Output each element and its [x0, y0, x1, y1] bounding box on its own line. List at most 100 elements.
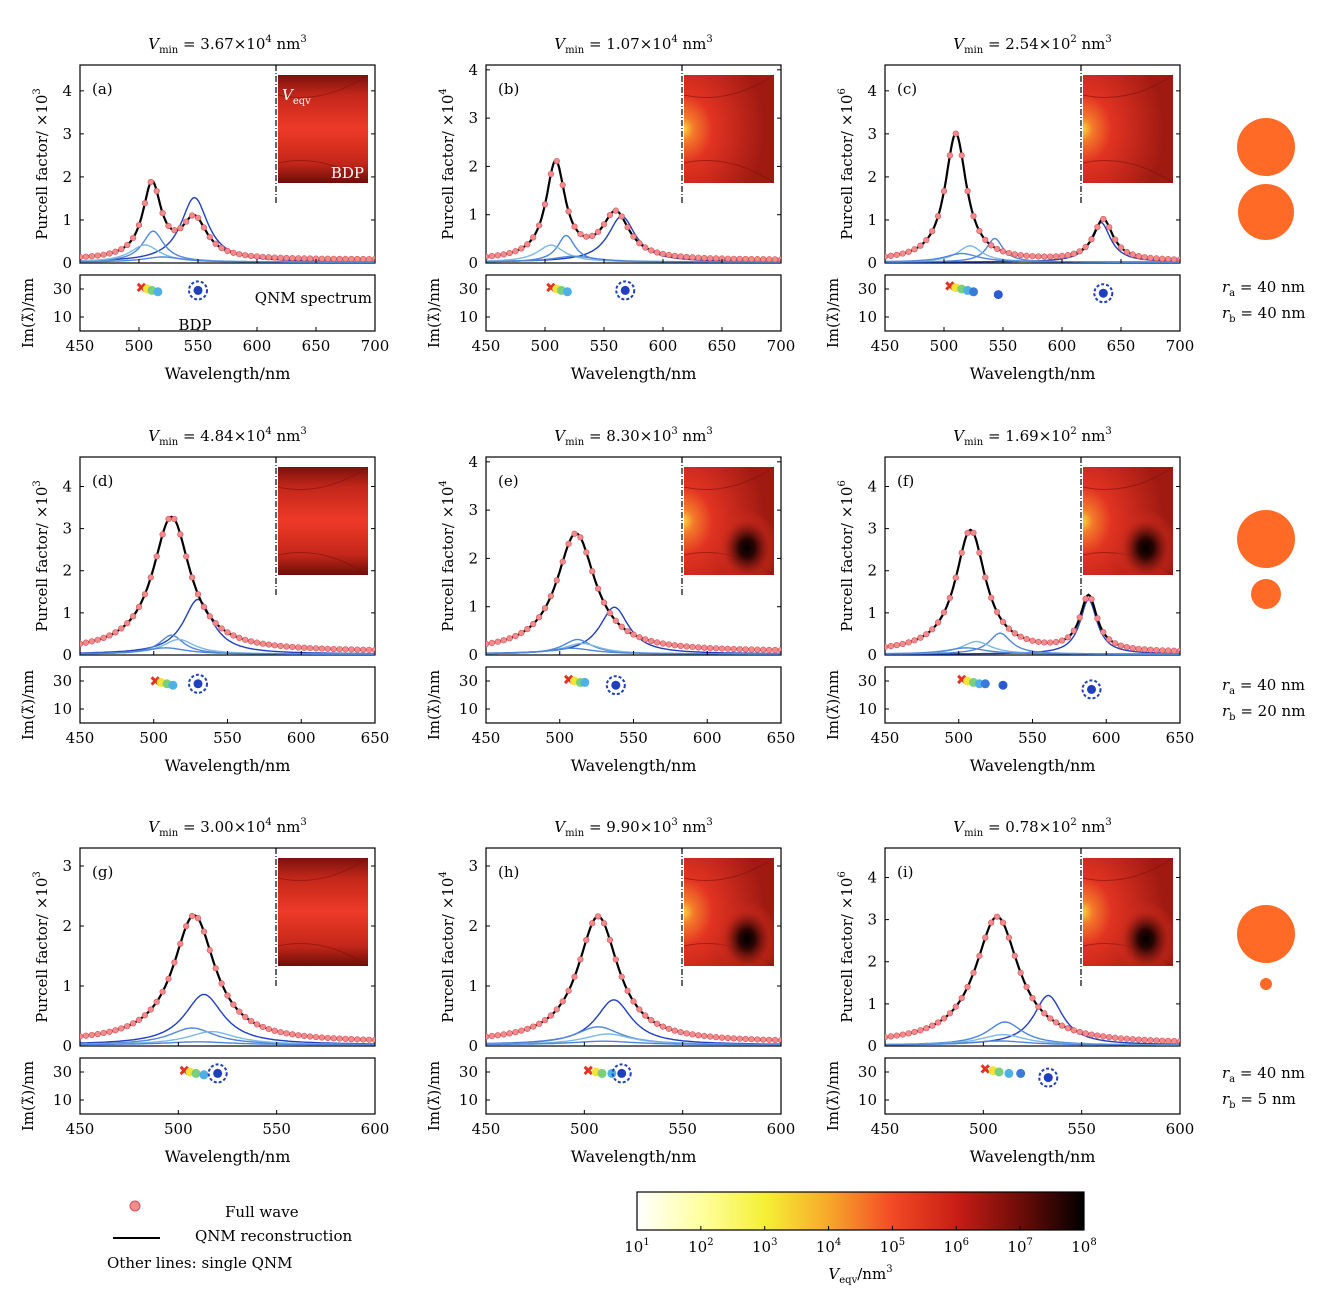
full-wave-marker [1041, 639, 1048, 646]
y-tick-label: 4 [468, 61, 478, 79]
full-wave-marker [999, 919, 1007, 926]
full-wave-marker [106, 632, 113, 639]
field-contour [683, 160, 775, 184]
x-axis-label: Wavelength/nm [165, 1147, 291, 1166]
colorbar-tick-label: 108 [1071, 1237, 1096, 1256]
y-axis-label-purcell: Purcell factor/ ×103 [32, 88, 51, 240]
full-wave-marker [253, 639, 261, 646]
full-wave-marker [265, 641, 272, 648]
full-wave-marker [165, 222, 172, 230]
full-wave-marker [964, 983, 971, 991]
full-wave-marker [307, 255, 314, 262]
bdp-pole-ring [611, 1063, 632, 1084]
full-wave-marker [946, 152, 954, 159]
full-wave-marker [486, 640, 490, 648]
full-wave-marker [730, 645, 737, 653]
full-wave-marker [500, 1031, 507, 1038]
bdp-pole [1098, 288, 1108, 298]
full-wave-marker [653, 1020, 661, 1027]
panel-label: (e) [498, 472, 519, 490]
full-wave-marker [1106, 1034, 1113, 1041]
full-wave-marker [1147, 254, 1154, 261]
x-tick-label: 450 [66, 1120, 95, 1138]
full-wave-marker [283, 643, 290, 650]
y-tick-label: 2 [62, 917, 72, 935]
full-wave-marker [887, 1033, 895, 1040]
full-wave-marker [893, 1032, 900, 1039]
full-wave-marker [1135, 645, 1142, 652]
full-wave-marker [606, 936, 614, 944]
full-wave-marker [1117, 642, 1125, 649]
full-wave-marker [988, 242, 995, 249]
full-wave-marker [1100, 1033, 1107, 1040]
radius-b-label: rb = 5 nm [1222, 1090, 1296, 1111]
full-wave-marker [1100, 215, 1107, 223]
full-wave-marker [982, 574, 989, 581]
curves [486, 158, 781, 263]
colorbar-tick-label: 105 [880, 1237, 905, 1256]
full-wave-marker [1170, 647, 1178, 654]
qnm-line-4 [885, 252, 1180, 263]
full-wave-marker [1017, 969, 1024, 976]
full-wave-marker [212, 620, 219, 627]
full-wave-marker [1147, 1037, 1154, 1044]
spectrum-frame [884, 274, 1181, 332]
full-wave-marker [934, 619, 942, 626]
vmin-title: Vmin = 9.90×103 nm3 [554, 817, 713, 839]
panel-label: (f) [897, 472, 914, 490]
spectrum-frame [79, 666, 376, 724]
full-wave-marker [630, 998, 637, 1005]
qnm-line-4 [885, 1040, 1180, 1046]
full-wave-marker [730, 255, 737, 262]
colorbar-tick-label: 104 [816, 1237, 841, 1256]
full-wave-marker [893, 251, 900, 258]
full-wave-marker [970, 969, 977, 976]
full-wave-marker [342, 646, 349, 653]
y-axis-label-im: Im(λ̃)/nm [425, 278, 443, 348]
full-wave-marker [1011, 952, 1018, 959]
full-wave-marker [524, 625, 531, 633]
full-wave-marker [1153, 255, 1160, 262]
full-wave-marker [318, 1034, 326, 1041]
x-tick-label: 500 [969, 1120, 998, 1138]
full-wave-marker [1035, 253, 1042, 260]
full-wave-marker [695, 254, 702, 261]
full-wave-marker [988, 919, 995, 926]
full-wave-marker [159, 209, 166, 217]
x-tick-label: 700 [361, 337, 390, 355]
full-wave-marker [212, 240, 219, 247]
full-wave-marker [301, 644, 308, 651]
full-wave-marker [771, 1036, 779, 1044]
full-wave-marker [712, 1034, 720, 1041]
y-tick-label: 1 [62, 211, 72, 229]
full-wave-marker [1035, 638, 1042, 645]
full-wave-marker [336, 646, 343, 653]
full-wave-marker [589, 920, 596, 927]
full-wave-marker [583, 936, 590, 944]
full-wave-marker [1117, 1035, 1125, 1042]
x-tick-label: 500 [944, 729, 973, 747]
y-tick-label: 1 [867, 995, 877, 1013]
x-tick-label: 550 [668, 1120, 697, 1138]
full-wave-marker [993, 245, 1001, 253]
full-wave-marker [671, 642, 678, 649]
full-wave-marker [336, 255, 343, 262]
full-wave-marker [1129, 251, 1136, 258]
qnm-line-4 [486, 1040, 781, 1046]
x-tick-label: 600 [767, 1120, 796, 1138]
full-wave-marker [88, 638, 95, 645]
x-axis-label: Wavelength/nm [571, 1147, 697, 1166]
full-wave-marker [777, 256, 781, 263]
full-wave-marker [642, 1012, 649, 1019]
full-wave-marker [923, 236, 930, 244]
full-wave-marker [1005, 625, 1013, 632]
x-tick-label: 600 [1092, 729, 1121, 747]
full-wave-marker [594, 913, 602, 920]
full-wave-marker [112, 629, 119, 636]
colorbar-tick-label: 102 [688, 1237, 713, 1256]
full-wave-marker [594, 228, 602, 235]
x-tick-label: 650 [1107, 337, 1136, 355]
full-wave-marker [1153, 646, 1160, 654]
full-wave-marker [899, 250, 906, 257]
full-wave-marker [612, 956, 619, 963]
